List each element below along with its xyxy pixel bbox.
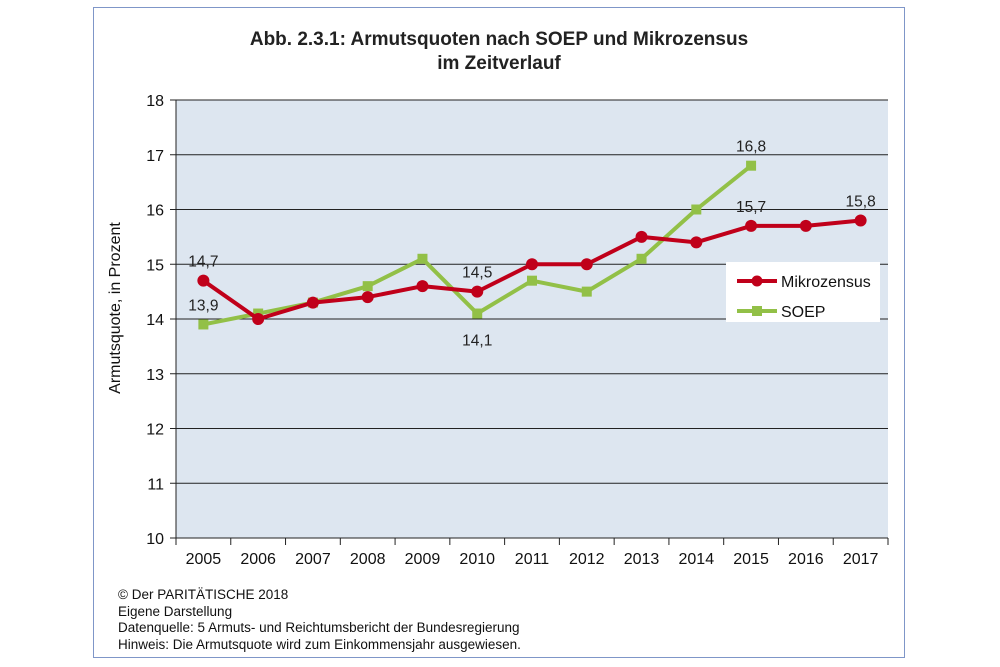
point-mikrozensus-2009 [416, 280, 429, 293]
y-tick-label-16: 16 [146, 203, 164, 220]
point-mikrozensus-2010 [471, 285, 484, 298]
point-soep-2015 [746, 160, 757, 171]
point-mikrozensus-2006 [252, 313, 265, 325]
point-soep-2009 [417, 253, 428, 264]
series-mikrozensus [197, 214, 867, 325]
x-tick-label-2011: 2011 [515, 551, 550, 568]
data-label-mikrozensus-2015: 15,7 [736, 199, 766, 216]
y-tick-label-17: 17 [146, 148, 164, 165]
x-tick-label-2016: 2016 [788, 551, 824, 568]
footer-data-source: Datenquelle: 5 Armuts- und Reichtumsberi… [118, 620, 520, 635]
x-tick-label-2008: 2008 [350, 551, 386, 568]
y-tick-label-15: 15 [146, 257, 164, 274]
point-mikrozensus-2015 [745, 219, 758, 232]
point-mikrozensus-2007 [306, 296, 319, 309]
y-tick-label-13: 13 [146, 367, 164, 384]
footer-notes: © Der PARITÄTISCHE 2018 Eigene Darstellu… [118, 587, 521, 653]
x-tick-label-2012: 2012 [569, 551, 605, 568]
point-mikrozensus-2011 [526, 258, 538, 271]
x-tick-label-2007: 2007 [295, 551, 331, 568]
chart-title-line-1: Abb. 2.3.1: Armutsquoten nach SOEP und M… [249, 29, 749, 50]
x-tick-labels: 2005 2006 2007 2008 2009 2010 2011 2012 2013 2014… [175, 538, 889, 568]
point-soep-2005 [198, 319, 209, 330]
legend-marker-mikrozensus [751, 275, 763, 287]
data-label-mikrozensus-2005: 14,7 [188, 254, 218, 271]
footer-note: Hinweis: Die Armutsquote wird zum Einkom… [118, 636, 521, 652]
y-tick-label-14: 14 [146, 312, 164, 329]
x-tick-label-2009: 2009 [405, 551, 441, 568]
point-soep-2008 [362, 281, 373, 292]
legend: Mikrozensus SOEP [726, 262, 880, 322]
x-tick-label-2017: 2017 [843, 551, 879, 568]
data-label-soep-2015: 16,8 [736, 139, 766, 156]
chart-title-line-2: im Zeitverlauf [437, 53, 561, 74]
y-tick-label-11: 11 [147, 476, 164, 493]
point-mikrozensus-2014 [690, 236, 703, 249]
legend-marker-soep [752, 306, 762, 316]
data-labels: 14,7 13,9 14,5 14,1 16,8 15,7 15,8 [188, 139, 875, 350]
data-label-mikrozensus-2010: 14,5 [462, 265, 492, 282]
x-tick-label-2006: 2006 [240, 551, 276, 568]
point-mikrozensus-2008 [361, 291, 374, 304]
legend-label-mikrozensus: Mikrozensus [781, 274, 871, 291]
point-soep-2011 [527, 275, 537, 286]
point-soep-2013 [636, 253, 647, 264]
x-tick-label-2005: 2005 [186, 551, 222, 568]
point-mikrozensus-2012 [580, 258, 593, 271]
y-tick-label-10: 10 [146, 531, 164, 548]
point-soep-2012 [581, 286, 592, 297]
point-mikrozensus-2013 [635, 230, 648, 243]
point-soep-2010 [472, 308, 483, 319]
data-label-soep-2010: 14,1 [462, 333, 492, 350]
footer-copyright: © Der PARITÄTISCHE 2018 [118, 587, 289, 602]
point-mikrozensus-2005 [197, 274, 210, 287]
y-axis-label: Armutsquote, in Prozent [107, 222, 124, 394]
legend-label-soep: SOEP [781, 304, 825, 321]
point-mikrozensus-2017 [854, 214, 867, 227]
point-mikrozensus-2016 [799, 219, 812, 232]
chart-title: Abb. 2.3.1: Armutsquoten nach SOEP und M… [93, 28, 905, 76]
footer-own-representation: Eigene Darstellung [118, 603, 233, 619]
point-soep-2014 [691, 204, 702, 215]
series-group [197, 160, 867, 330]
x-tick-label-2013: 2013 [624, 551, 660, 568]
y-tick-label-18: 18 [146, 93, 164, 110]
x-tick-label-2015: 2015 [733, 551, 769, 568]
x-tick-label-2014: 2014 [679, 551, 715, 568]
x-tick-label-2010: 2010 [459, 551, 495, 568]
y-tick-labels: 10 11 12 13 14 15 16 17 18 [146, 93, 176, 548]
data-label-soep-2005: 13,9 [188, 297, 218, 314]
y-tick-label-12: 12 [146, 422, 164, 439]
data-label-mikrozensus-2017: 15,8 [846, 193, 876, 210]
